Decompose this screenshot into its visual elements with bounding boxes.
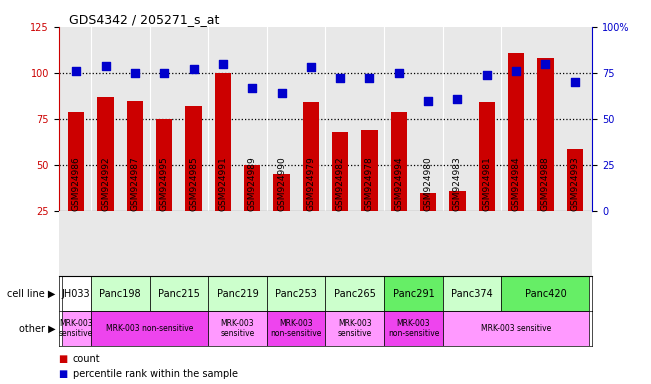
Bar — [215, 73, 231, 257]
Bar — [244, 165, 260, 257]
Text: Panc420: Panc420 — [525, 289, 566, 299]
Bar — [68, 112, 84, 257]
Bar — [508, 53, 524, 257]
Bar — [420, 193, 436, 257]
Bar — [267, 311, 326, 346]
Text: JH033: JH033 — [62, 289, 90, 299]
Point — [71, 68, 81, 74]
Point — [188, 66, 199, 72]
Text: MRK-003 sensitive: MRK-003 sensitive — [481, 324, 551, 333]
Bar — [127, 101, 143, 257]
Point — [482, 72, 492, 78]
Point — [423, 98, 434, 104]
Bar — [361, 130, 378, 257]
Bar — [208, 276, 267, 311]
Bar — [538, 58, 553, 257]
Bar — [62, 311, 91, 346]
Bar — [186, 106, 202, 257]
Bar — [391, 112, 407, 257]
Point — [365, 75, 375, 81]
Bar — [443, 276, 501, 311]
Bar — [443, 311, 589, 346]
Text: MRK-003
sensitive: MRK-003 sensitive — [338, 319, 372, 338]
Text: other ▶: other ▶ — [19, 323, 55, 333]
Text: MRK-003 non-sensitive: MRK-003 non-sensitive — [106, 324, 193, 333]
Point — [335, 75, 346, 81]
Point — [452, 96, 463, 102]
Bar — [567, 149, 583, 257]
Point — [217, 61, 228, 67]
Bar — [501, 276, 589, 311]
Text: Panc291: Panc291 — [393, 289, 434, 299]
Text: Panc219: Panc219 — [217, 289, 258, 299]
Text: Panc198: Panc198 — [100, 289, 141, 299]
Bar — [303, 103, 319, 257]
Text: Panc215: Panc215 — [158, 289, 200, 299]
Bar — [91, 311, 208, 346]
Point — [247, 84, 257, 91]
Bar — [332, 132, 348, 257]
Bar — [267, 276, 326, 311]
Point — [100, 63, 111, 69]
Bar — [326, 311, 384, 346]
Point — [159, 70, 169, 76]
Text: MRK-003
non-sensitive: MRK-003 non-sensitive — [388, 319, 439, 338]
Text: count: count — [73, 354, 100, 364]
Text: ■: ■ — [59, 369, 68, 379]
Bar — [156, 119, 173, 257]
Point — [276, 90, 286, 96]
Point — [130, 70, 140, 76]
Text: GDS4342 / 205271_s_at: GDS4342 / 205271_s_at — [69, 13, 219, 26]
Bar — [478, 103, 495, 257]
Text: Panc374: Panc374 — [451, 289, 493, 299]
Bar — [273, 174, 290, 257]
Text: cell line ▶: cell line ▶ — [7, 289, 55, 299]
Point — [511, 68, 521, 74]
Point — [305, 65, 316, 71]
Text: percentile rank within the sample: percentile rank within the sample — [73, 369, 238, 379]
Point — [570, 79, 580, 85]
Bar — [384, 311, 443, 346]
Bar — [384, 276, 443, 311]
Text: Panc265: Panc265 — [334, 289, 376, 299]
Bar — [98, 97, 113, 257]
Text: Panc253: Panc253 — [275, 289, 317, 299]
Text: MRK-003
sensitive: MRK-003 sensitive — [59, 319, 93, 338]
Text: MRK-003
sensitive: MRK-003 sensitive — [221, 319, 255, 338]
Point — [540, 61, 551, 67]
Bar — [150, 276, 208, 311]
Bar — [326, 276, 384, 311]
Bar — [91, 276, 150, 311]
Bar — [62, 276, 91, 311]
Text: ■: ■ — [59, 354, 68, 364]
Text: MRK-003
non-sensitive: MRK-003 non-sensitive — [270, 319, 322, 338]
Point — [394, 70, 404, 76]
Bar — [449, 191, 465, 257]
Bar — [208, 311, 267, 346]
